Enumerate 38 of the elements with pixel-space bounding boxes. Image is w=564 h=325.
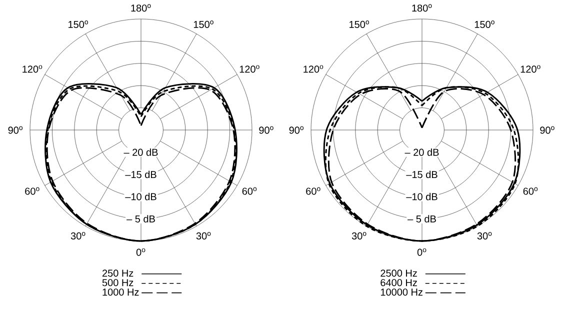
legend-label: 6400 Hz	[380, 279, 417, 286]
spoke-label: 30$^{o}$	[352, 232, 366, 240]
spoke-label: 90$^{o}$	[540, 126, 554, 134]
spoke-label: 60$^{o}$	[523, 187, 538, 195]
spoke-label: 60$^{o}$	[242, 187, 257, 195]
spoke-label: 120$^{o}$	[22, 65, 42, 73]
spoke-label: 0$^{o}$	[136, 248, 146, 256]
y-tick-label: –10 dB	[125, 192, 156, 200]
y-tick-label: – 5 dB	[126, 215, 155, 222]
spoke-label: 180$^{o}$	[412, 4, 432, 12]
spoke-label: 120$^{o}$	[520, 65, 540, 73]
y-tick-label: – 20 dB	[124, 148, 158, 156]
spoke-label: 30$^{o}$	[196, 232, 211, 240]
spoke-label: 30$^{o}$	[477, 232, 492, 240]
spoke-label: 60$^{o}$	[25, 187, 40, 195]
spoke-label: 120$^{o}$	[240, 65, 260, 73]
spoke-label: 90$^{o}$	[259, 126, 274, 134]
y-tick-label: –15 dB	[125, 170, 156, 178]
legend-label: 250 Hz	[102, 270, 134, 277]
spoke-label: 150$^{o}$	[194, 20, 214, 28]
y-tick-label: – 5 dB	[408, 215, 436, 222]
spoke-label: 30$^{o}$	[70, 232, 86, 240]
spoke-label: 180$^{o}$	[131, 4, 151, 12]
spoke-label: 120$^{o}$	[304, 65, 324, 73]
spoke-label: 150$^{o}$	[68, 20, 88, 28]
spoke-label: 60$^{o}$	[306, 187, 320, 195]
spoke-label: 150$^{o}$	[474, 20, 494, 28]
spoke-label: 0$^{o}$	[417, 248, 426, 256]
spoke-label: 90$^{o}$	[8, 126, 23, 134]
y-tick-label: – 20 dB	[404, 148, 439, 156]
legend-label: 1000 Hz	[102, 288, 139, 296]
legend-label: 500 Hz	[102, 279, 134, 286]
legend-label: 2500 Hz	[380, 270, 417, 277]
legend-label: 10000 Hz	[380, 288, 422, 296]
y-tick-label: –10 dB	[406, 192, 438, 200]
spoke-label: 150$^{o}$	[350, 20, 370, 28]
spoke-label: 90$^{o}$	[289, 126, 304, 134]
y-tick-label: –15 dB	[406, 170, 438, 178]
